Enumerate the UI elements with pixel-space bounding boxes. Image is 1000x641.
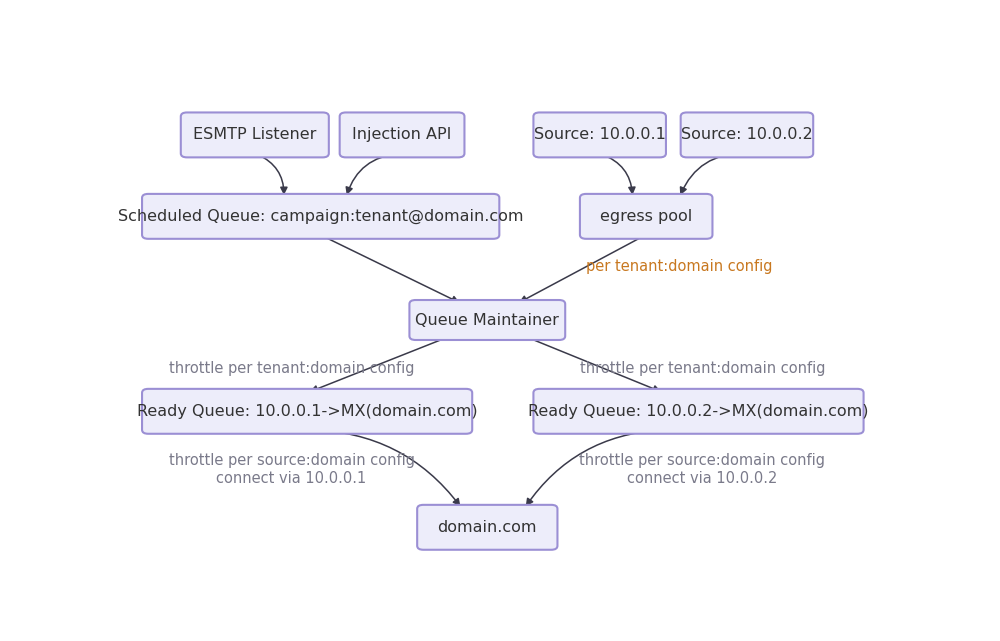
FancyBboxPatch shape [409, 300, 565, 340]
FancyBboxPatch shape [142, 194, 499, 239]
Text: throttle per source:domain config
connect via 10.0.0.1: throttle per source:domain config connec… [169, 453, 415, 485]
FancyBboxPatch shape [580, 194, 712, 239]
Text: Scheduled Queue: campaign:tenant@domain.com: Scheduled Queue: campaign:tenant@domain.… [118, 209, 523, 224]
Text: Queue Maintainer: Queue Maintainer [415, 313, 559, 328]
Text: ESMTP Listener: ESMTP Listener [193, 128, 316, 142]
FancyBboxPatch shape [681, 112, 813, 158]
FancyBboxPatch shape [533, 112, 666, 158]
FancyBboxPatch shape [533, 389, 864, 434]
FancyBboxPatch shape [142, 389, 472, 434]
FancyBboxPatch shape [340, 112, 464, 158]
Text: Source: 10.0.0.1: Source: 10.0.0.1 [534, 128, 666, 142]
FancyBboxPatch shape [181, 112, 329, 158]
FancyBboxPatch shape [417, 505, 557, 550]
Text: throttle per source:domain config
connect via 10.0.0.2: throttle per source:domain config connec… [579, 453, 825, 485]
Text: Ready Queue: 10.0.0.2->MX(domain.com): Ready Queue: 10.0.0.2->MX(domain.com) [528, 404, 869, 419]
Text: throttle per tenant:domain config: throttle per tenant:domain config [580, 361, 825, 376]
Text: Source: 10.0.0.2: Source: 10.0.0.2 [681, 128, 813, 142]
Text: Ready Queue: 10.0.0.1->MX(domain.com): Ready Queue: 10.0.0.1->MX(domain.com) [137, 404, 477, 419]
Text: domain.com: domain.com [438, 520, 537, 535]
Text: Injection API: Injection API [352, 128, 452, 142]
Text: throttle per tenant:domain config: throttle per tenant:domain config [169, 361, 414, 376]
Text: per tenant:domain config: per tenant:domain config [586, 260, 773, 274]
Text: egress pool: egress pool [600, 209, 692, 224]
